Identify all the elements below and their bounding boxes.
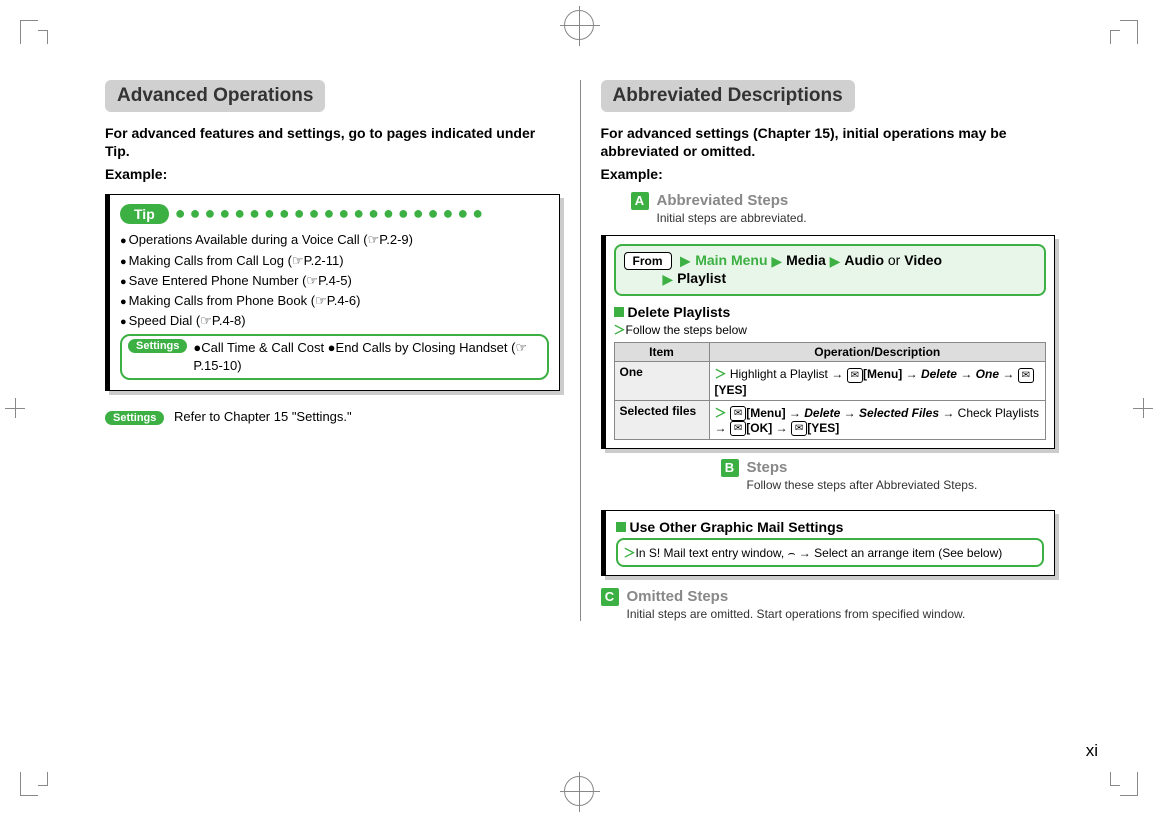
section-heading: Advanced Operations <box>105 80 325 112</box>
callout-a: A Abbreviated Steps Initial steps are ab… <box>631 192 1056 225</box>
subsection-heading: Use Other Graphic Mail Settings <box>616 519 1045 535</box>
square-bullet-icon <box>616 522 626 532</box>
tip-pill: Tip <box>120 204 169 224</box>
crop-mark <box>38 30 48 44</box>
graphic-mail-box: Use Other Graphic Mail Settings ＞In S! M… <box>601 510 1056 576</box>
callout-title: Omitted Steps <box>627 588 966 605</box>
tip-item: Making Calls from Phone Book (☞P.4-6) <box>120 291 549 311</box>
callout-title: Abbreviated Steps <box>657 192 807 209</box>
table-cell-op: ＞ ✉[Menu] → Delete → Selected Files → Ch… <box>709 400 1046 440</box>
callout-title: Steps <box>747 459 978 476</box>
tip-item: Speed Dial (☞P.4-8) <box>120 311 549 331</box>
table-cell-item: One <box>614 362 709 400</box>
table-header: Item <box>614 343 709 362</box>
graphic-mail-steps: ＞In S! Mail text entry window, ⌢ → Selec… <box>616 538 1045 567</box>
table-cell-item: Selected files <box>614 400 709 440</box>
table-cell-op: ＞ Highlight a Playlist → ✉[Menu] → Delet… <box>709 362 1046 400</box>
tip-list: Operations Available during a Voice Call… <box>120 230 549 331</box>
settings-note: Settings Refer to Chapter 15 "Settings." <box>105 409 560 424</box>
crop-mark <box>1110 30 1120 44</box>
follow-text: ＞Follow the steps below <box>614 321 1047 338</box>
settings-note-text: Refer to Chapter 15 "Settings." <box>174 409 352 424</box>
square-bullet-icon <box>614 307 624 317</box>
callout-sub: Initial steps are abbreviated. <box>657 211 807 225</box>
table-row: Selected files＞ ✉[Menu] → Delete → Selec… <box>614 400 1046 440</box>
tip-item: Save Entered Phone Number (☞P.4-5) <box>120 271 549 291</box>
crop-mark <box>20 772 38 796</box>
registration-mark <box>5 398 25 418</box>
abbreviated-box: From ▶ Main Menu ▶ Media ▶ Audio or Vide… <box>601 235 1056 449</box>
subsection-heading: Delete Playlists <box>614 304 1047 320</box>
crop-mark <box>20 20 38 44</box>
operations-table: Item Operation/Description One＞ Highligh… <box>614 342 1047 440</box>
section-heading: Abbreviated Descriptions <box>601 80 855 112</box>
right-column: Abbreviated Descriptions For advanced se… <box>581 80 1056 621</box>
crop-mark <box>1120 20 1138 44</box>
from-box: From ▶ Main Menu ▶ Media ▶ Audio or Vide… <box>614 244 1047 296</box>
example-label: Example: <box>105 166 560 182</box>
callout-letter-icon: B <box>721 459 739 477</box>
settings-text: ●Call Time & Call Cost ●End Calls by Clo… <box>193 339 540 375</box>
page-number: xi <box>1086 741 1098 761</box>
crop-mark <box>38 772 48 786</box>
settings-pill: Settings <box>105 411 164 425</box>
registration-mark <box>1133 398 1153 418</box>
table-row: One＞ Highlight a Playlist → ✉[Menu] → De… <box>614 362 1046 400</box>
tip-item: Operations Available during a Voice Call… <box>120 230 549 250</box>
from-pill: From <box>624 252 672 270</box>
tip-header: Tip ●●●●●●●●●●●●●●●●●●●●● <box>120 203 549 224</box>
settings-pill: Settings <box>128 339 187 353</box>
page-content: Advanced Operations For advanced feature… <box>105 80 1055 621</box>
callout-c: C Omitted Steps Initial steps are omitte… <box>601 588 1056 621</box>
crop-mark <box>1120 772 1138 796</box>
registration-mark <box>564 776 594 806</box>
callout-letter-icon: A <box>631 192 649 210</box>
settings-callout: Settings ●Call Time & Call Cost ●End Cal… <box>120 334 549 380</box>
lead-text: For advanced features and settings, go t… <box>105 124 560 160</box>
crop-mark <box>1110 772 1120 786</box>
delete-playlists-section: Delete Playlists ＞Follow the steps below… <box>614 304 1047 440</box>
callout-sub: Initial steps are omitted. Start operati… <box>627 607 966 621</box>
dot-leader: ●●●●●●●●●●●●●●●●●●●●● <box>175 203 487 224</box>
example-label: Example: <box>601 166 1056 182</box>
callout-sub: Follow these steps after Abbreviated Ste… <box>747 478 978 492</box>
tip-box: Tip ●●●●●●●●●●●●●●●●●●●●● Operations Ava… <box>105 194 560 391</box>
triangle-icon: ▶ <box>680 253 691 269</box>
callout-letter-icon: C <box>601 588 619 606</box>
tip-item: Making Calls from Call Log (☞P.2-11) <box>120 251 549 271</box>
lead-text: For advanced settings (Chapter 15), init… <box>601 124 1056 160</box>
callout-b: B Steps Follow these steps after Abbrevi… <box>721 459 1056 492</box>
table-header: Operation/Description <box>709 343 1046 362</box>
registration-mark <box>564 10 594 40</box>
left-column: Advanced Operations For advanced feature… <box>105 80 581 621</box>
